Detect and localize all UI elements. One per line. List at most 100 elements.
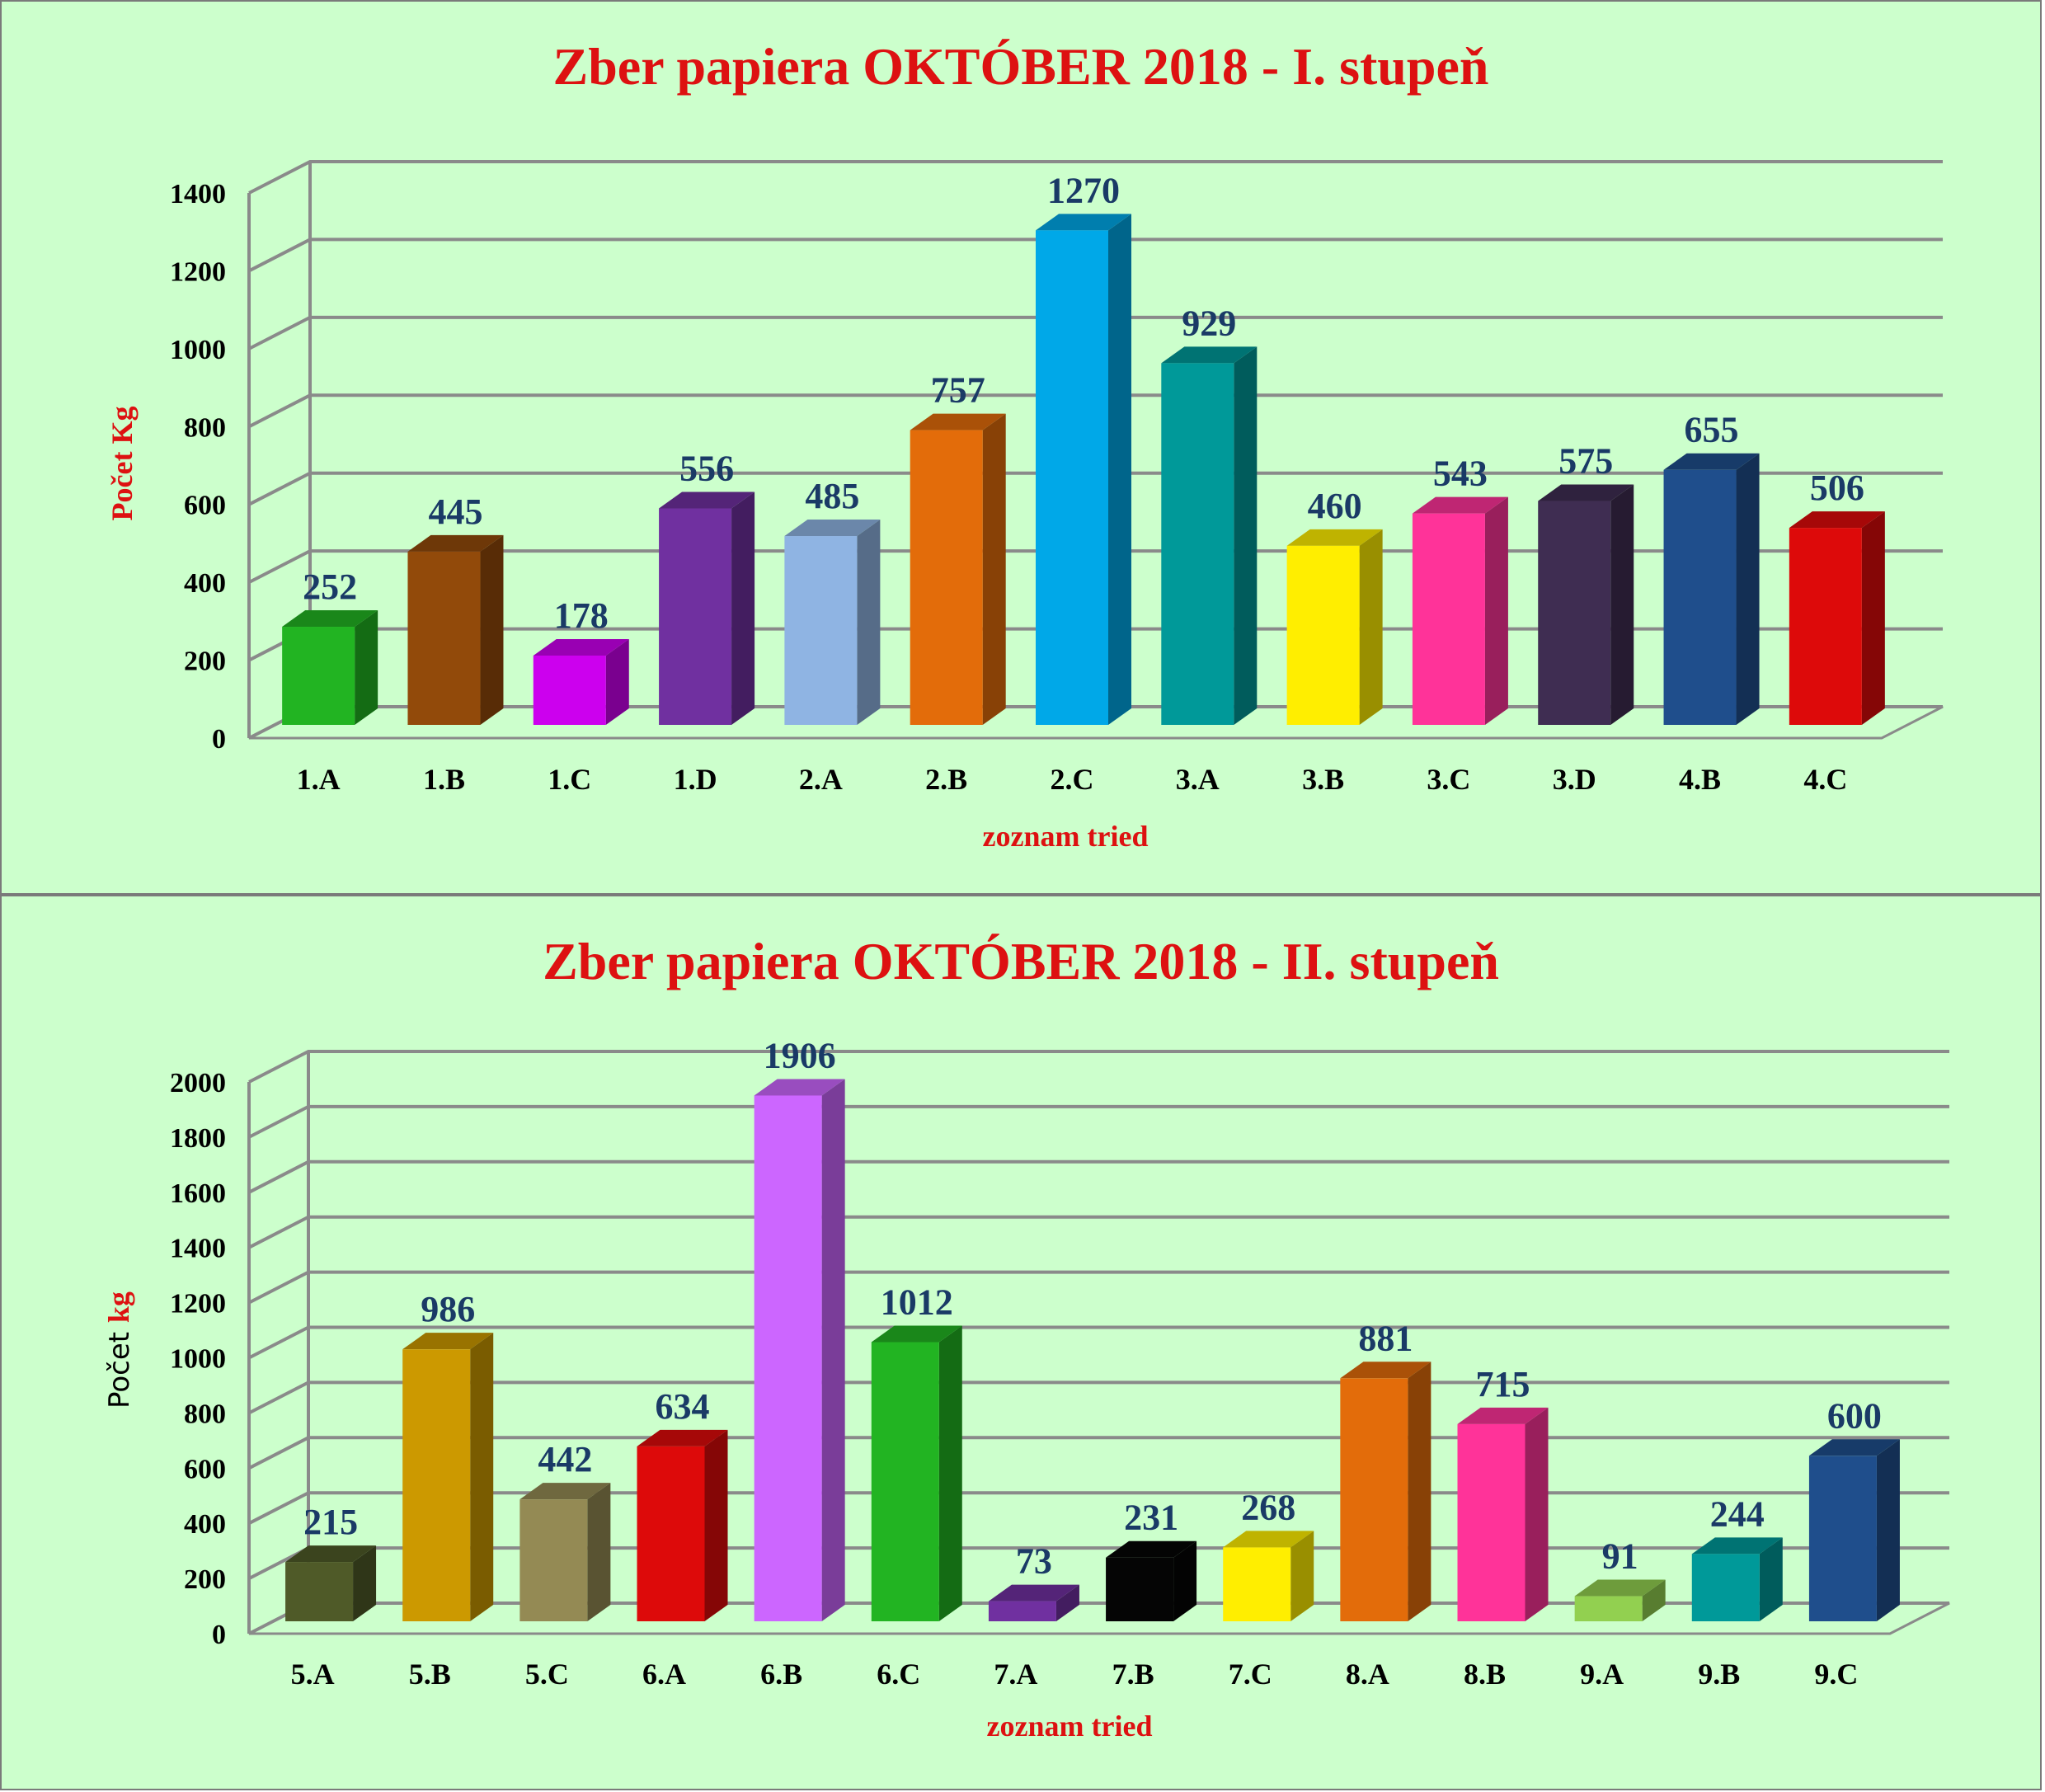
bar-side-2.A [857,520,881,725]
bar-top-1.C [533,638,629,656]
value-label-1.A: 252 [303,567,357,607]
bar-8.A [1340,1378,1408,1621]
bar-side-3.D [1610,484,1634,725]
bar-top-5.C [519,1483,611,1500]
bar-9.B [1691,1554,1760,1621]
bar-top-7.C [1223,1531,1314,1548]
bar-side-9.A [1642,1579,1666,1621]
bar-2.A [784,536,858,725]
bar-top-3.D [1538,484,1634,501]
bar-top-3.B [1286,529,1383,546]
y-tick-label: 2000 [170,1068,226,1098]
y-tick-label: 600 [184,1454,226,1484]
bar-side-6.C [938,1325,962,1621]
bar-side-5.B [470,1333,494,1621]
value-label-3.B: 460 [1308,486,1362,526]
bar-top-1.D [659,492,755,509]
bar-top-7.B [1106,1540,1197,1558]
bar-top-5.A [285,1545,377,1563]
bar-2.C [1036,230,1108,726]
bar-side-3.B [1359,529,1383,725]
bar-top-1.B [407,534,504,552]
value-label-4.C: 506 [1810,468,1864,508]
bar-top-4.B [1663,453,1760,470]
gridline [248,1159,1949,1194]
bar-side-5.C [587,1483,611,1621]
y-axis-label: Počet kg [102,1291,136,1409]
bar-top-9.B [1691,1537,1783,1554]
x-tick-label-9.A: 9.A [1580,1658,1624,1691]
bar-chart-1: 0 200 400 600 800 1000 1200 1400 252 1.A 445 1.B 178… [106,160,1944,853]
x-axis-label: zoznam tried [987,1710,1153,1743]
bar-top-6.B [754,1079,845,1096]
gridline [248,1325,1949,1360]
value-label-8.A: 881 [1358,1318,1413,1358]
gridline [248,1270,1949,1305]
bar-side-1.A [355,610,378,725]
value-label-3.C: 543 [1433,454,1488,494]
bar-side-7.C [1290,1531,1314,1621]
x-tick-label-4.B: 4.B [1679,763,1721,796]
x-tick-label-9.B: 9.B [1698,1658,1740,1691]
y-tick-label: 1000 [170,1344,226,1375]
value-label-3.D: 575 [1558,441,1613,482]
bar-side-2.C [1108,214,1131,726]
bar-top-9.A [1574,1579,1666,1597]
y-tick-label: 0 [212,1620,226,1650]
x-tick-label-7.C: 7.C [1229,1658,1272,1691]
gridline [248,1104,1949,1139]
x-tick-label-8.A: 8.A [1346,1658,1389,1691]
chart-title-1: Zber papiera OKTÓBER 2018 - I. stupeň [552,37,1489,96]
y-tick-label: 1200 [170,1289,226,1319]
x-tick-label-5.C: 5.C [525,1658,569,1691]
value-label-9.A: 91 [1602,1536,1638,1577]
bar-1.D [659,508,732,725]
value-label-3.A: 929 [1182,303,1236,343]
chart-title-2: Zber papiera OKTÓBER 2018 - II. stupeň [543,932,1499,990]
value-label-2.C: 1270 [1047,170,1120,210]
bar-side-6.A [704,1429,728,1621]
y-tick-label: 1200 [170,256,226,287]
x-tick-label-8.B: 8.B [1464,1658,1506,1691]
bar-9.C [1808,1456,1877,1621]
value-label-6.A: 634 [656,1386,710,1427]
y-tick-label: 200 [184,647,226,677]
bar-top-6.A [637,1429,728,1446]
bar-5.A [285,1562,354,1621]
x-tick-label-9.C: 9.C [1814,1658,1858,1691]
bar-7.C [1223,1547,1291,1621]
chart-panel-2: Zber papiera OKTÓBER 2018 - II. stupeň 0… [0,895,2042,1790]
x-tick-label-6.B: 6.B [760,1658,802,1691]
bar-chart-2: 0 200 400 600 800 1000 1200 1400 1600 1800 2000 215… [102,1035,1950,1743]
value-label-9.B: 244 [1710,1493,1765,1534]
gridline [248,1491,1949,1525]
y-tick-label: 200 [184,1564,226,1595]
bar-3.A [1161,363,1234,725]
value-label-7.B: 231 [1124,1498,1178,1538]
x-tick-label-6.C: 6.C [877,1658,920,1691]
value-label-8.B: 715 [1476,1364,1530,1404]
bar-side-7.A [1055,1584,1079,1621]
value-label-4.B: 655 [1685,410,1739,450]
x-tick-label-4.C: 4.C [1803,763,1847,796]
y-tick-label: 0 [212,724,226,755]
gridline [248,1215,1949,1249]
bar-6.A [637,1446,705,1621]
value-label-6.C: 1012 [881,1282,953,1322]
x-tick-label-7.B: 7.B [1112,1658,1154,1691]
y-tick-label: 600 [184,491,226,521]
x-axis-label: zoznam tried [983,820,1149,853]
bar-6.C [871,1342,939,1621]
x-tick-label-5.B: 5.B [409,1658,451,1691]
bar-top-5.B [402,1333,494,1350]
bar-side-1.B [480,534,504,725]
bar-side-5.A [353,1545,377,1621]
chart-panel-1: Zber papiera OKTÓBER 2018 - I. stupeň 0 2… [0,0,2042,895]
value-label-2.A: 485 [805,476,859,516]
bar-side-3.A [1234,346,1258,725]
bar-side-8.A [1408,1362,1432,1621]
bar-side-1.C [605,638,629,725]
value-label-1.B: 445 [428,492,482,532]
bar-5.B [402,1349,471,1621]
x-tick-label-2.C: 2.C [1051,763,1094,796]
